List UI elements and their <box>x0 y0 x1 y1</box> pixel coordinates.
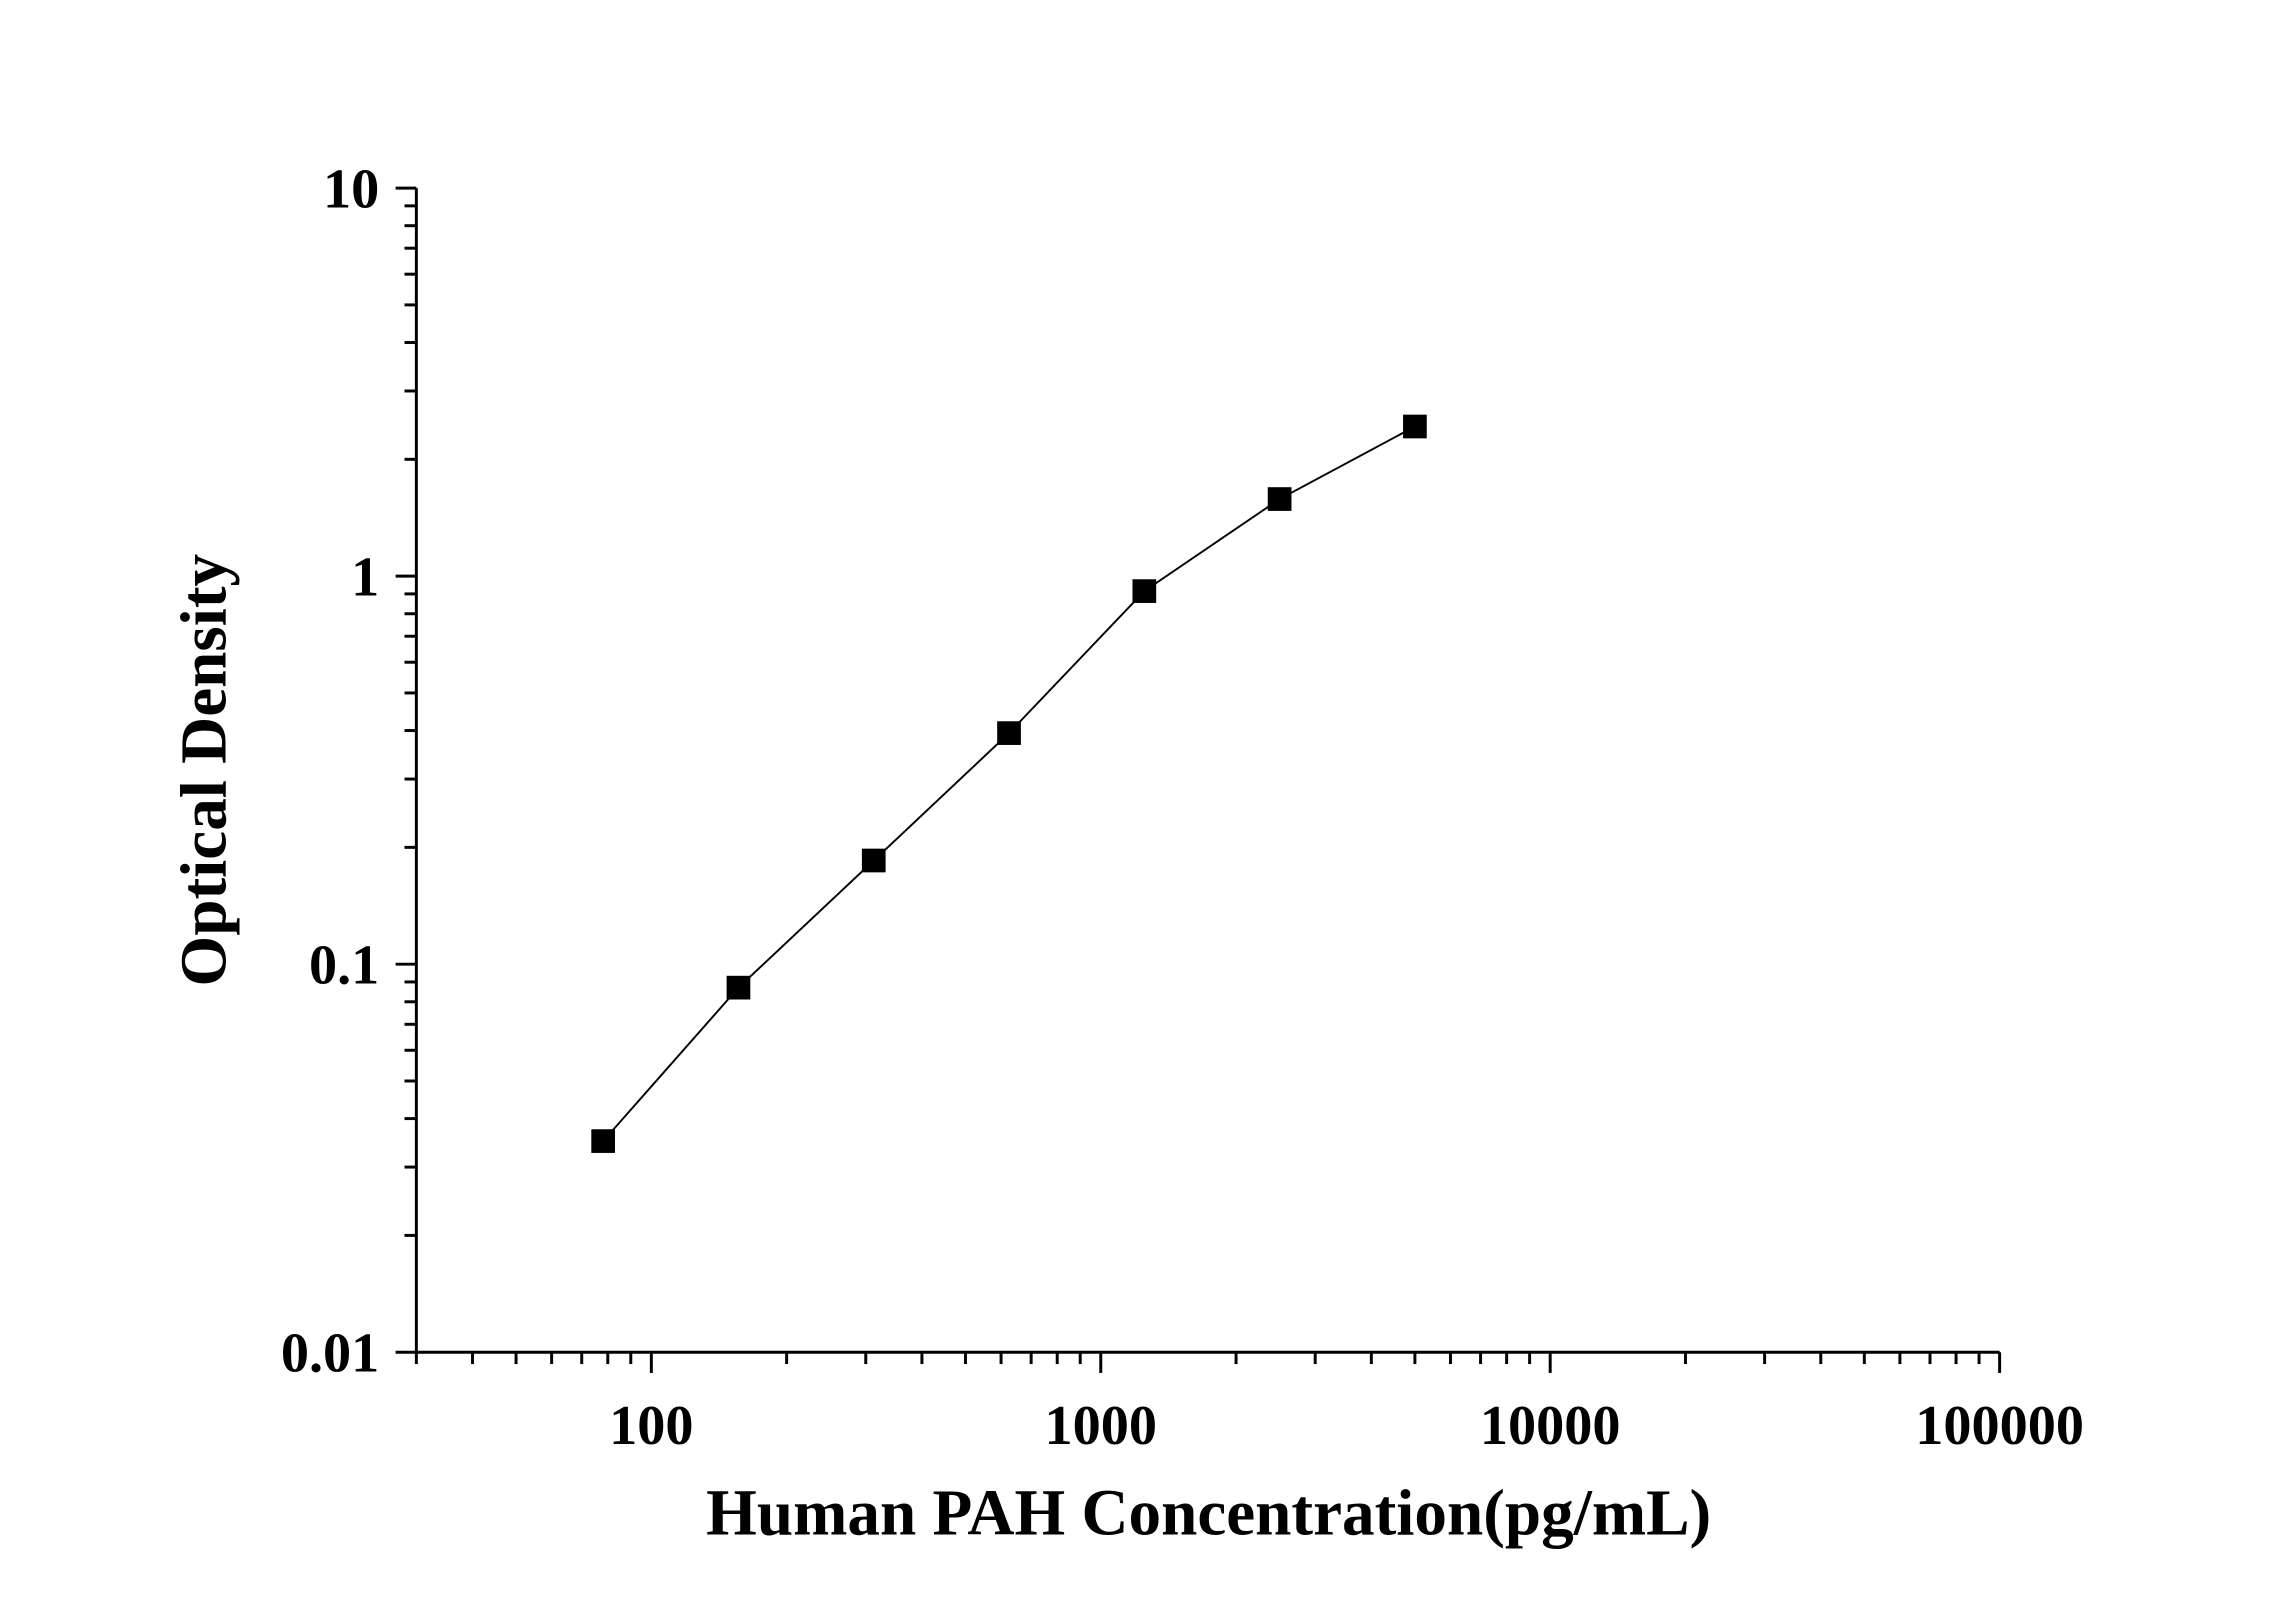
y-axis-label: Optical Density <box>168 554 240 987</box>
y-tick-label: 0.01 <box>281 1322 379 1384</box>
data-point <box>861 848 886 873</box>
data-point <box>1403 414 1427 439</box>
x-tick-label: 100000 <box>1915 1395 2084 1457</box>
fit-line <box>602 425 1416 1142</box>
y-tick-label: 10 <box>323 158 379 220</box>
axes <box>395 186 2002 1373</box>
y-tick-label: 1 <box>351 546 379 608</box>
data-point <box>1132 579 1157 603</box>
data-point <box>726 975 751 1000</box>
data-point <box>997 721 1021 745</box>
data-point <box>591 1129 616 1153</box>
x-tick-label: 1000 <box>1045 1395 1158 1457</box>
y-tick-label: 0.1 <box>309 934 379 996</box>
data-points <box>591 414 1427 1153</box>
tick-labels: 100 1000 10000 100000 0.01 0.1 1 10 <box>281 158 2084 1457</box>
data-point <box>1267 487 1292 511</box>
x-tick-label: 100 <box>609 1395 693 1457</box>
x-tick-label: 10000 <box>1480 1395 1621 1457</box>
x-axis-label: Human PAH Concentration(pg/mL) <box>706 1477 1711 1549</box>
